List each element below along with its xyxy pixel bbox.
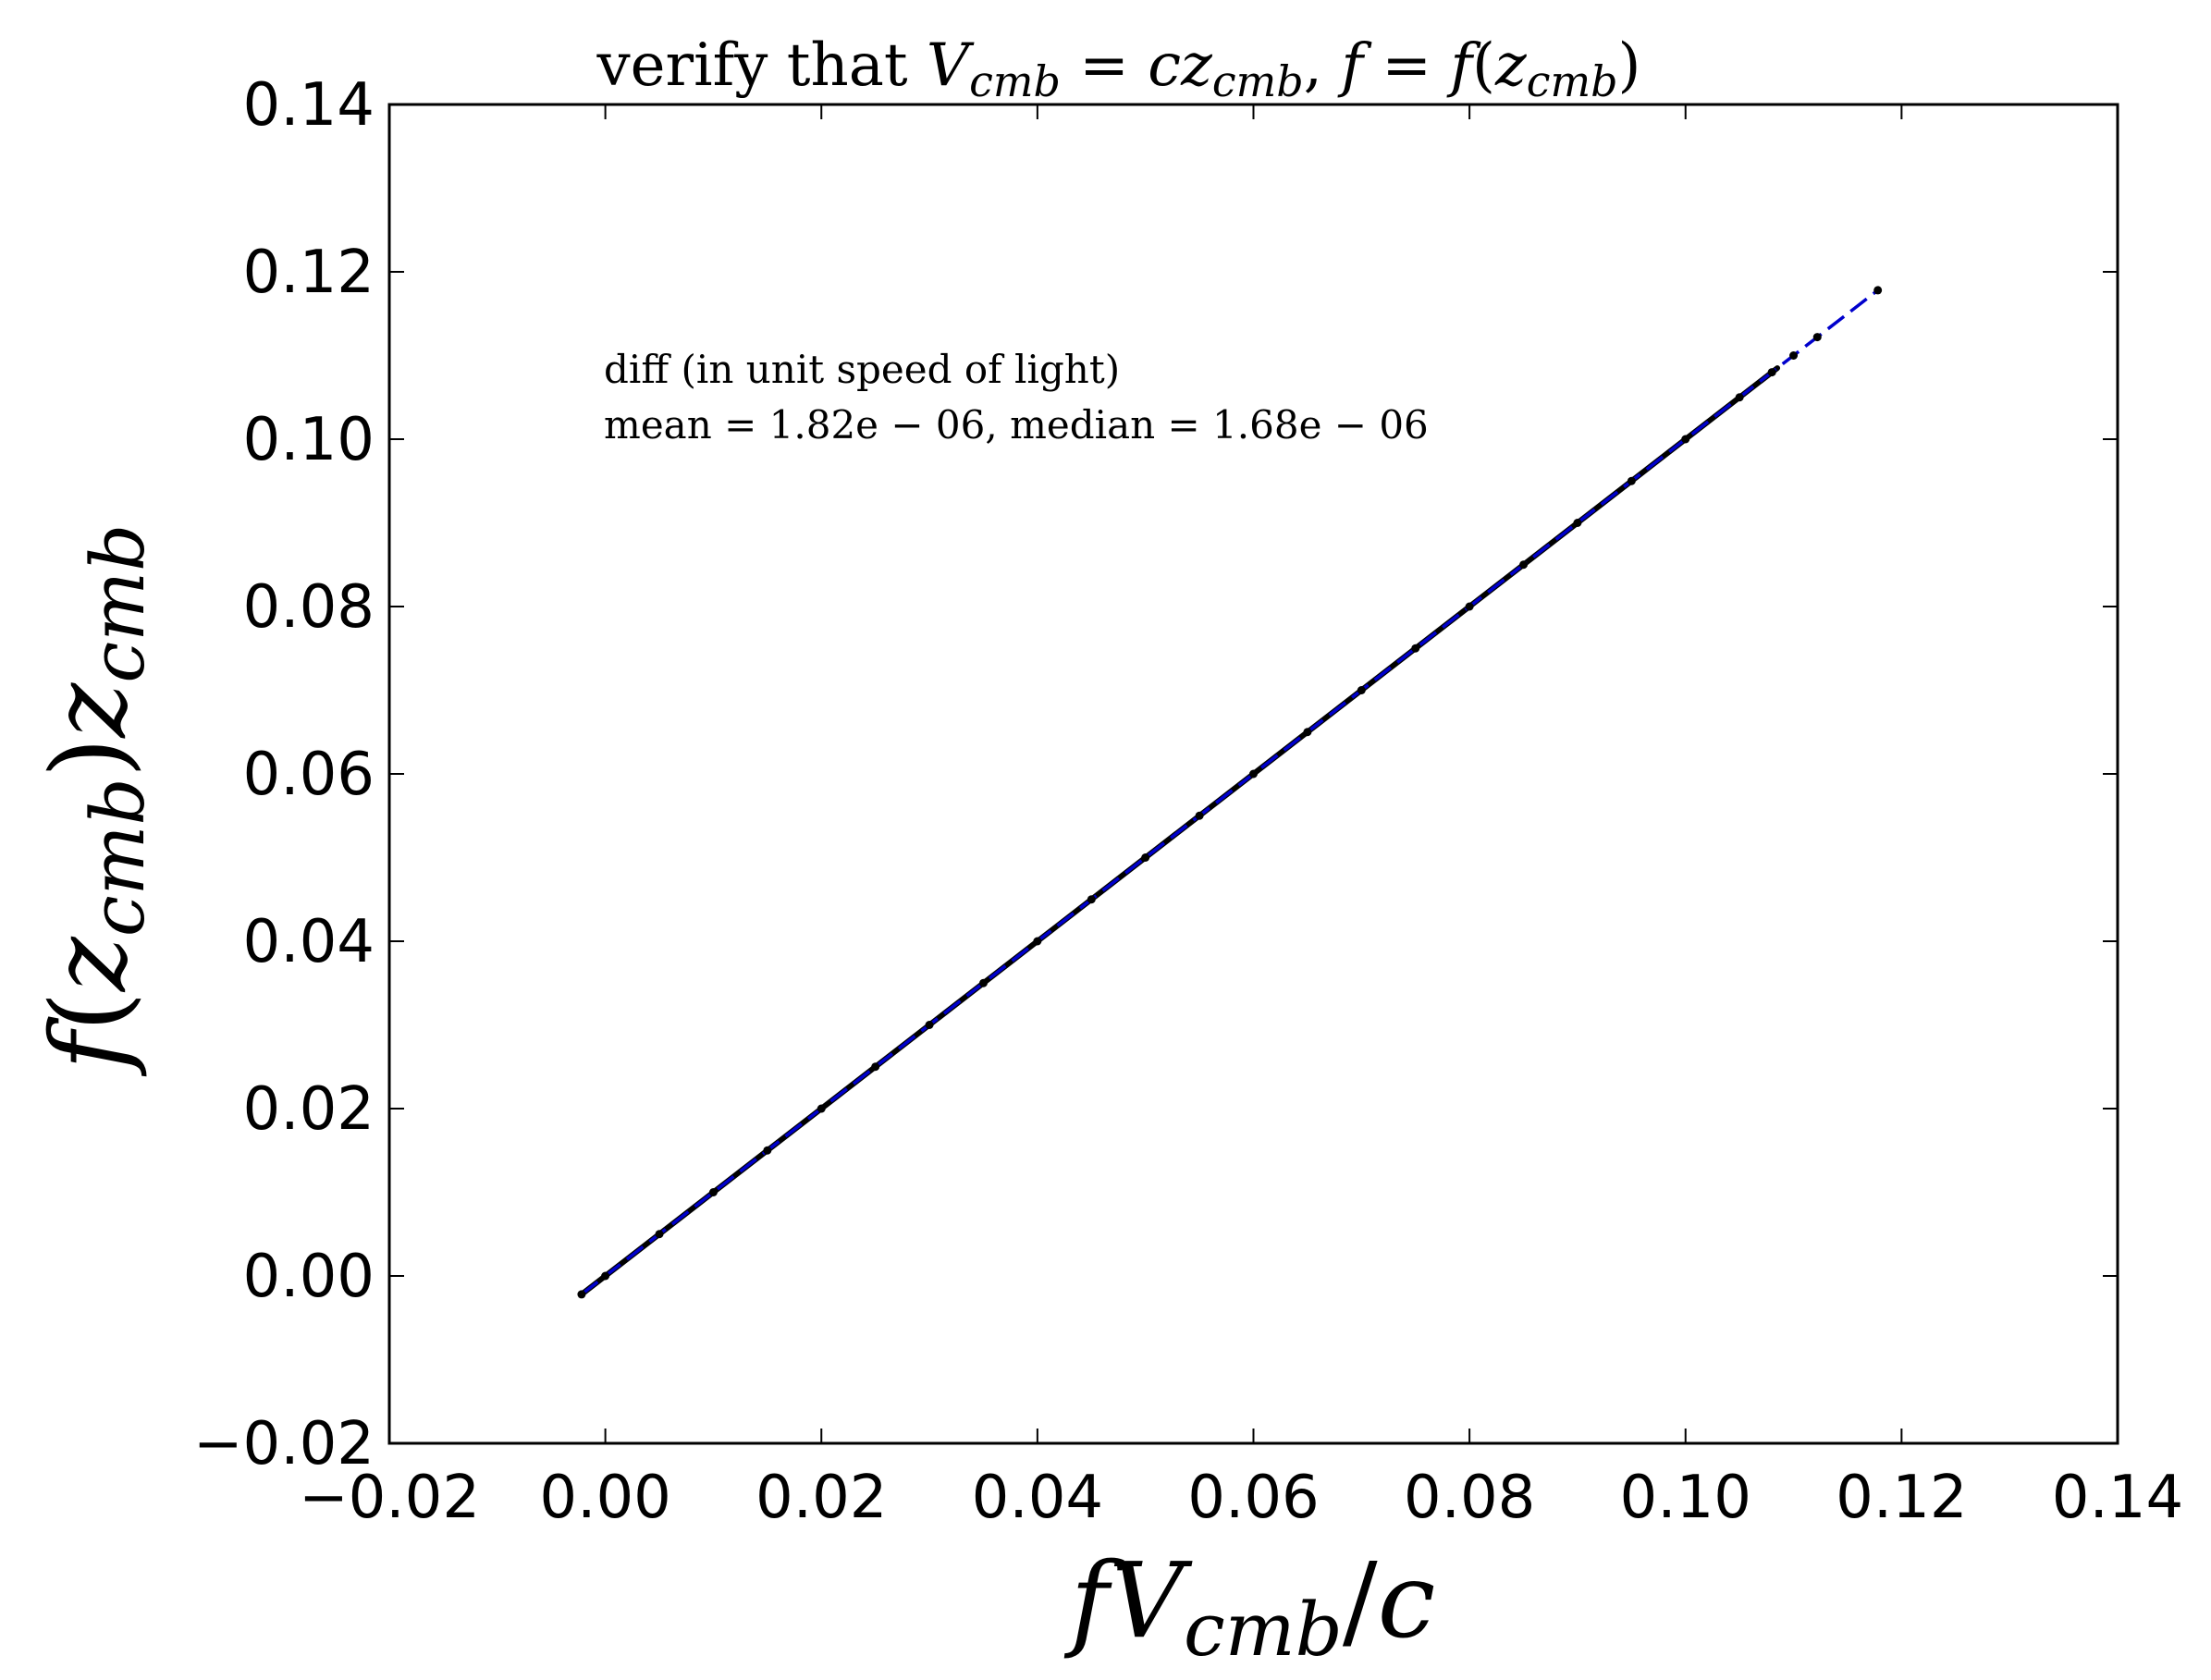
data-point bbox=[577, 1290, 586, 1299]
y-tick-label: 0.00 bbox=[243, 1243, 375, 1311]
x-axis-label: fVcmb/c bbox=[1064, 1541, 1436, 1673]
data-series bbox=[577, 286, 1883, 1299]
x-tick-label: 0.00 bbox=[539, 1464, 671, 1532]
data-point bbox=[1627, 476, 1636, 485]
data-point bbox=[1141, 853, 1150, 862]
data-point bbox=[817, 1104, 826, 1113]
data-point bbox=[763, 1146, 772, 1155]
data-point bbox=[1033, 937, 1042, 946]
data-point bbox=[601, 1271, 610, 1281]
x-tick-label: 0.04 bbox=[972, 1464, 1104, 1532]
dashed-fit-line bbox=[580, 288, 1879, 1296]
data-point bbox=[1735, 393, 1744, 402]
data-point bbox=[1195, 811, 1204, 820]
y-tick-label: 0.10 bbox=[243, 406, 375, 474]
annotation-line-1: diff (in unit speed of light) bbox=[604, 347, 1120, 392]
x-tick-label: 0.06 bbox=[1187, 1464, 1320, 1532]
data-point bbox=[1411, 644, 1420, 653]
x-tick-label: −0.02 bbox=[299, 1464, 480, 1532]
data-point bbox=[978, 978, 988, 987]
data-point bbox=[1087, 895, 1096, 904]
data-point bbox=[1789, 351, 1799, 360]
y-tick-label: 0.04 bbox=[243, 908, 375, 976]
annotation-line-2: mean = 1.82e − 06, median = 1.68e − 06 bbox=[604, 402, 1429, 448]
data-point bbox=[871, 1062, 880, 1072]
x-tick-label: 0.14 bbox=[2052, 1464, 2184, 1532]
y-tick-label: 0.14 bbox=[243, 71, 375, 140]
data-point bbox=[708, 1188, 718, 1196]
chart-title: verify that Vcmb = czcmb, f = f(zcmb) bbox=[596, 31, 1640, 106]
y-tick-label: 0.12 bbox=[243, 239, 375, 307]
y-tick-label: −0.02 bbox=[193, 1410, 375, 1478]
axis-ticks bbox=[388, 104, 2119, 1444]
axis-tick-labels: −0.02 0.00 0.02 0.04 0.06 0.08 0.10 0.12 0.14 −0.… bbox=[193, 71, 2183, 1532]
x-tick-label: 0.08 bbox=[1404, 1464, 1536, 1532]
y-tick-label: 0.02 bbox=[243, 1075, 375, 1144]
data-point bbox=[1465, 602, 1474, 611]
x-tick-label: 0.10 bbox=[1620, 1464, 1752, 1532]
data-point bbox=[925, 1021, 934, 1029]
data-point bbox=[1681, 435, 1690, 444]
data-point bbox=[1519, 560, 1529, 570]
data-point bbox=[655, 1230, 664, 1239]
data-point bbox=[1573, 519, 1582, 527]
data-point bbox=[1303, 728, 1312, 737]
y-axis-label: f(zcmb)zcmb bbox=[30, 524, 161, 1077]
x-tick-label: 0.02 bbox=[755, 1464, 888, 1532]
data-point bbox=[1357, 686, 1366, 694]
data-point bbox=[1767, 368, 1776, 377]
y-tick-label: 0.08 bbox=[243, 573, 375, 642]
data-point bbox=[1812, 333, 1822, 342]
y-tick-label: 0.06 bbox=[243, 741, 375, 809]
x-tick-label: 0.12 bbox=[1836, 1464, 1968, 1532]
data-point bbox=[1873, 286, 1883, 295]
data-point bbox=[1249, 769, 1258, 779]
